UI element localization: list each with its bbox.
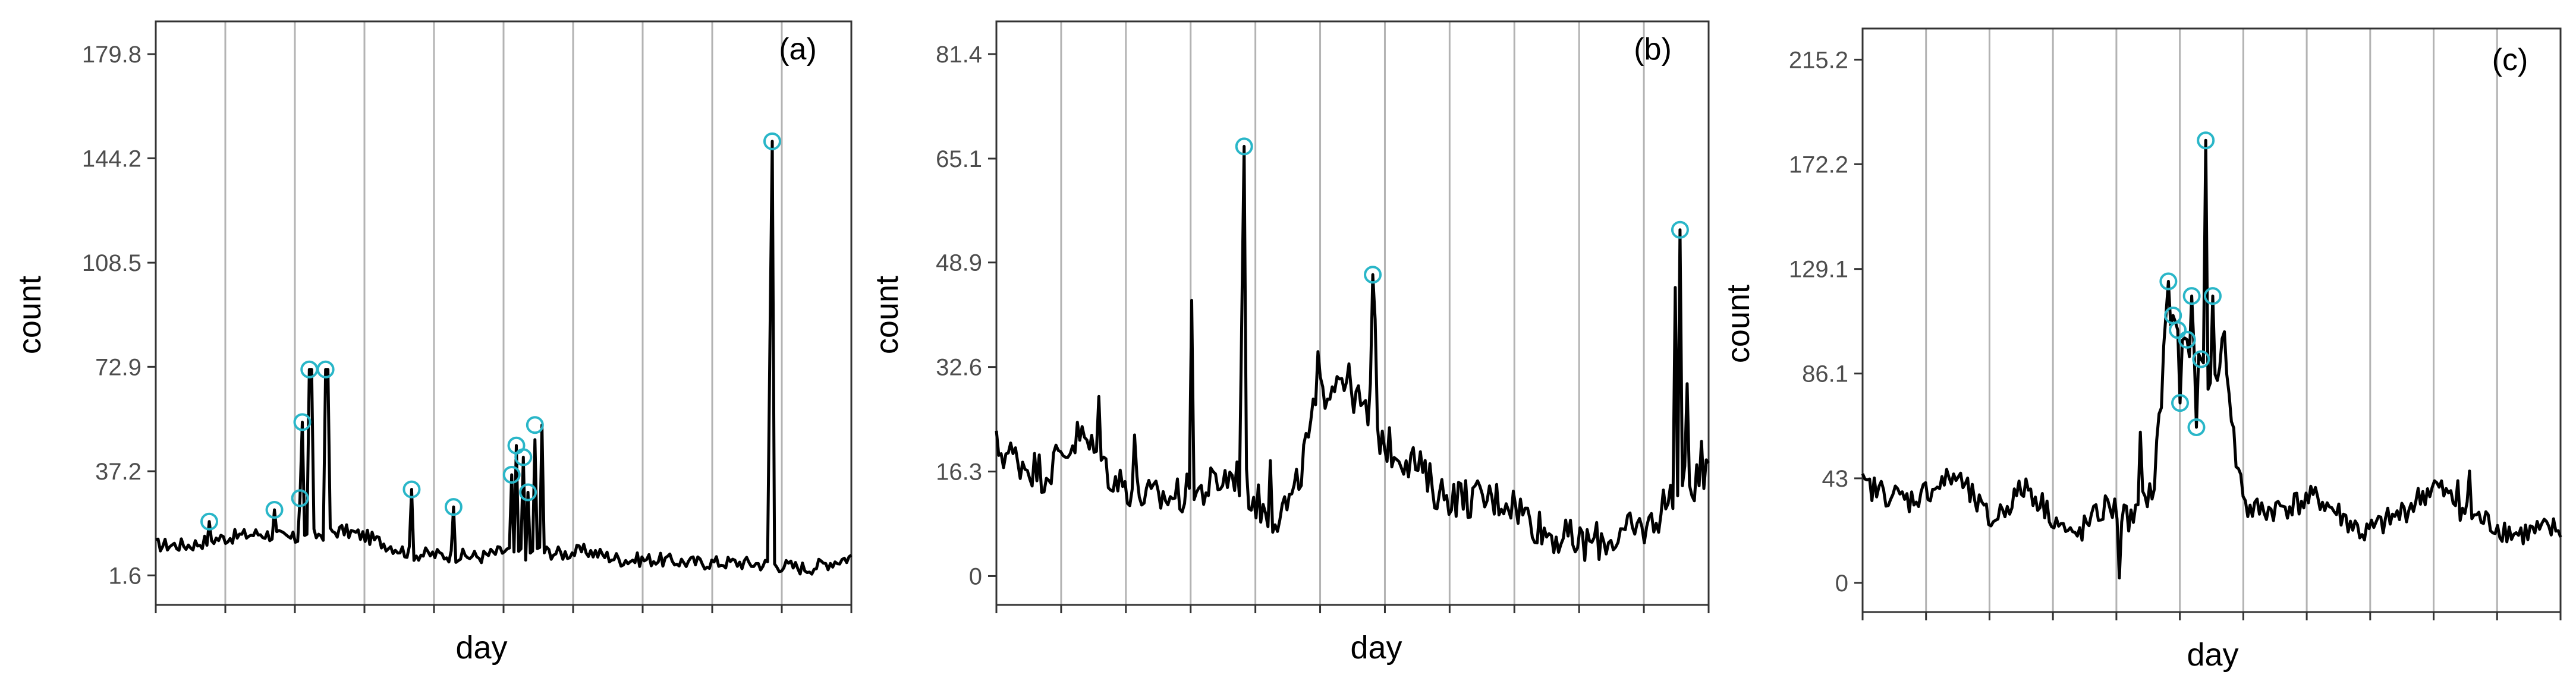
- anomaly-marker: [293, 413, 312, 431]
- y-tick-label: 179.8: [82, 42, 141, 68]
- anomaly-marker: [514, 448, 533, 466]
- plot-frame: [1861, 27, 2562, 613]
- y-tick-label: 86.1: [1802, 361, 1848, 387]
- y-tick-label: 43: [1822, 466, 1849, 492]
- y-tick-label: 65.1: [936, 146, 982, 172]
- x-axis-title: day: [455, 630, 507, 666]
- y-axis-title: count: [1721, 285, 1756, 363]
- y-tick-label: 108.5: [82, 250, 141, 276]
- anomaly-marker: [2171, 394, 2189, 412]
- anomaly-marker: [519, 483, 537, 502]
- y-tick-label: 144.2: [82, 146, 141, 172]
- anomaly-marker: [1671, 220, 1689, 239]
- y-tick-label: 81.4: [936, 42, 982, 68]
- anomaly-marker: [502, 465, 521, 484]
- series-line: [155, 140, 853, 576]
- y-tick-label: 37.2: [95, 459, 141, 485]
- x-axis-title: day: [2187, 637, 2238, 673]
- anomaly-marker: [402, 480, 421, 499]
- chart-panel-b: 0 16.3 32.6 48.9 65.1 81.4 day count (b): [869, 20, 1710, 666]
- y-tick-label: 0: [1835, 570, 1848, 597]
- series-line: [995, 144, 1710, 562]
- anomaly-marker: [526, 416, 544, 434]
- anomaly-marker: [444, 498, 463, 516]
- y-axis-title: count: [869, 276, 905, 354]
- chart-panel-a: 1.6 37.2 72.9 108.5 144.2 179.8 day count (a): [12, 20, 853, 666]
- anomaly-marker: [2203, 287, 2222, 305]
- anomaly-marker: [200, 512, 218, 531]
- anomaly-marker: [2192, 350, 2210, 368]
- anomaly-marker: [265, 501, 284, 519]
- anomaly-marker: [2178, 330, 2196, 349]
- anomaly-marker: [2197, 131, 2215, 150]
- anomaly-marker: [2187, 418, 2206, 437]
- anomaly-marker: [316, 360, 335, 379]
- panel-label: (b): [1634, 32, 1672, 67]
- panel-label: (a): [779, 32, 817, 67]
- y-tick-label: 129.1: [1789, 257, 1848, 283]
- y-tick-label: 215.2: [1789, 47, 1848, 73]
- plot-frame: [995, 20, 1710, 606]
- anomaly-marker: [2159, 272, 2178, 291]
- panel-label: (c): [2492, 43, 2528, 77]
- chart-panel-c: 0 43 86.1 129.1 172.2 215.2 day count (c): [1721, 27, 2562, 673]
- y-tick-label: 16.3: [936, 459, 982, 485]
- x-axis-title: day: [1350, 630, 1402, 666]
- anomaly-marker: [1235, 137, 1253, 156]
- y-tick-label: 0: [969, 563, 982, 589]
- anomaly-marker: [291, 489, 309, 507]
- series-line: [1861, 138, 2562, 580]
- y-tick-label: 1.6: [108, 563, 141, 589]
- y-tick-label: 172.2: [1789, 152, 1848, 178]
- anomaly-marker: [763, 132, 781, 150]
- anomaly-marker: [2182, 287, 2201, 305]
- y-axis-title: count: [12, 276, 48, 354]
- anomaly-marker: [2169, 321, 2187, 339]
- y-tick-label: 48.9: [936, 250, 982, 276]
- y-tick-label: 32.6: [936, 355, 982, 381]
- y-tick-label: 72.9: [95, 354, 141, 380]
- anomaly-marker: [1364, 266, 1382, 284]
